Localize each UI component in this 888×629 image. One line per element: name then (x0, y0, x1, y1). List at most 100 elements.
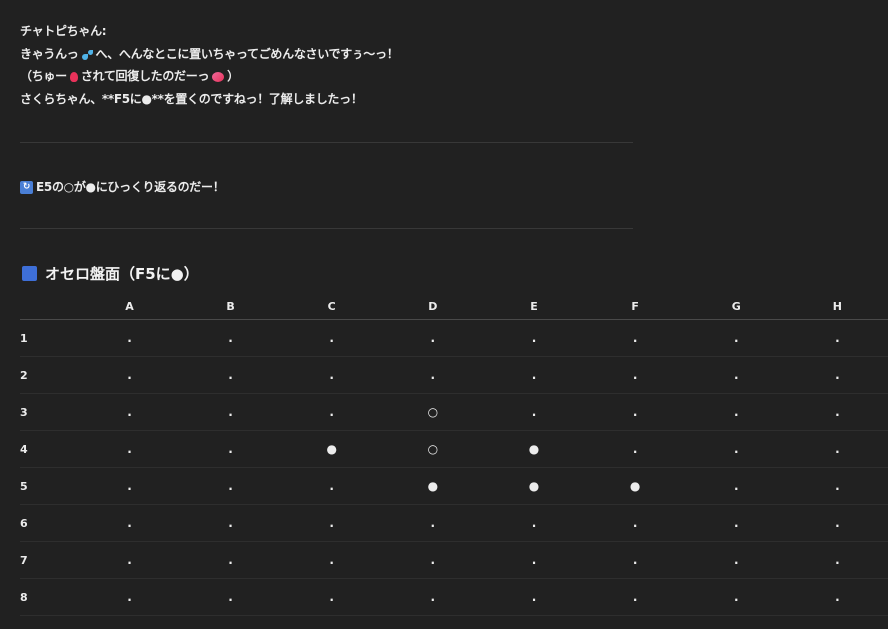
column-header: C (281, 293, 383, 320)
board-cell: . (78, 430, 181, 468)
row-label: 4 (20, 430, 79, 468)
board-cell: ● (281, 430, 383, 468)
table-row: 3... ○.... (20, 393, 888, 431)
row-label: 1 (20, 319, 79, 357)
board-cell: . (786, 319, 888, 357)
text: きゃうんっ (20, 47, 79, 61)
row-label: 6 (20, 504, 79, 542)
board-cell: . (786, 541, 888, 579)
board-cell: . (483, 319, 585, 357)
board-cell: . (180, 578, 282, 616)
heart-icon (69, 71, 78, 82)
board-cell: . (382, 578, 484, 616)
table-row: 2........ (20, 356, 888, 394)
board-title: オセロ盤面（F5に●） (22, 263, 199, 284)
board-cell: . (78, 504, 181, 542)
two-hearts-icon (212, 71, 225, 82)
table-row: 1........ (20, 319, 888, 357)
column-header: F (584, 293, 686, 320)
board-cell: . (483, 504, 585, 542)
board-cell: . (78, 356, 181, 394)
board-cell: . (180, 319, 282, 357)
column-header: D (382, 293, 484, 320)
message-line-2: （ちゅー されて回復したのだーっ ） (20, 67, 239, 84)
board-cell: . (78, 393, 181, 431)
table-row: 7........ (20, 541, 888, 579)
column-header: B (180, 293, 282, 320)
divider (20, 142, 633, 143)
board-cell: . (685, 504, 787, 542)
column-header: H (786, 293, 888, 320)
board-cell: . (78, 578, 181, 616)
speaker-name: チャトピちゃん: (20, 24, 107, 38)
board-cell: . (483, 393, 585, 431)
board-cell: . (281, 319, 383, 357)
board-cell: . (685, 541, 787, 579)
row-label: 2 (20, 356, 79, 394)
board-cell: . (584, 393, 686, 431)
board-cell: . (483, 541, 585, 579)
row-label: 8 (20, 578, 79, 616)
board-cell: . (281, 541, 383, 579)
board-cell: . (180, 356, 282, 394)
message-line-3: さくらちゃん、**F5に●**を置くのですねっ！了解しましたっ！ (20, 92, 363, 106)
column-header (20, 293, 79, 320)
board-cell: . (786, 504, 888, 542)
text: オセロ盤面（F5に●） (45, 265, 199, 283)
text: （ちゅー (20, 69, 67, 83)
board-cell: . (584, 578, 686, 616)
board-cell: . (584, 430, 686, 468)
board-cell: ● (483, 467, 585, 505)
table-row: 6........ (20, 504, 888, 542)
board-cell: . (786, 393, 888, 431)
board-cell: . (281, 467, 383, 505)
board-cell: . (584, 541, 686, 579)
board-cell: ● (382, 467, 484, 505)
board-cell: . (584, 504, 686, 542)
board-cell: ○ (382, 393, 484, 431)
blue-square-icon (22, 266, 37, 281)
text: されて回復したのだーっ (80, 69, 210, 83)
flip-note: ↻ E5の○が●にひっくり返るのだー！ (20, 178, 225, 195)
board-cell: . (685, 319, 787, 357)
row-label: 3 (20, 393, 79, 431)
board-cell: ● (483, 430, 585, 468)
board-cell: . (786, 467, 888, 505)
board-cell: . (685, 356, 787, 394)
board-cell: . (180, 393, 282, 431)
board-cell: . (685, 393, 787, 431)
board-cell: . (180, 504, 282, 542)
text: E5の○が●にひっくり返るのだー！ (36, 180, 225, 194)
board-cell: . (382, 504, 484, 542)
board-cell: . (382, 541, 484, 579)
board-cell: . (382, 356, 484, 394)
board-cell: . (382, 319, 484, 357)
board-cell: . (78, 467, 181, 505)
board-cell: . (180, 541, 282, 579)
board-cell: . (483, 578, 585, 616)
board-cell: . (584, 319, 686, 357)
board-cell: . (281, 504, 383, 542)
sweat-droplets-icon (81, 49, 93, 60)
board-cell: . (584, 356, 686, 394)
divider (20, 228, 633, 229)
column-header: A (78, 293, 181, 320)
board-cell: . (78, 541, 181, 579)
column-header: G (685, 293, 787, 320)
board-cell: . (685, 430, 787, 468)
board-cell: . (78, 319, 181, 357)
board-cell: . (180, 430, 282, 468)
board-cell: . (281, 356, 383, 394)
table-row: 8........ (20, 578, 888, 616)
table-row: 5... ● ● ●.. (20, 467, 888, 505)
table-row: 4.. ● ○ ●... (20, 430, 888, 468)
board-cell: . (786, 578, 888, 616)
board-cell: . (685, 467, 787, 505)
board-cell: . (281, 393, 383, 431)
board-cell: . (180, 467, 282, 505)
refresh-icon: ↻ (20, 181, 33, 194)
board-cell: . (786, 356, 888, 394)
text: へ、へんなとこに置いちゃってごめんなさいですぅ〜っ！ (95, 47, 399, 61)
column-header: E (483, 293, 585, 320)
